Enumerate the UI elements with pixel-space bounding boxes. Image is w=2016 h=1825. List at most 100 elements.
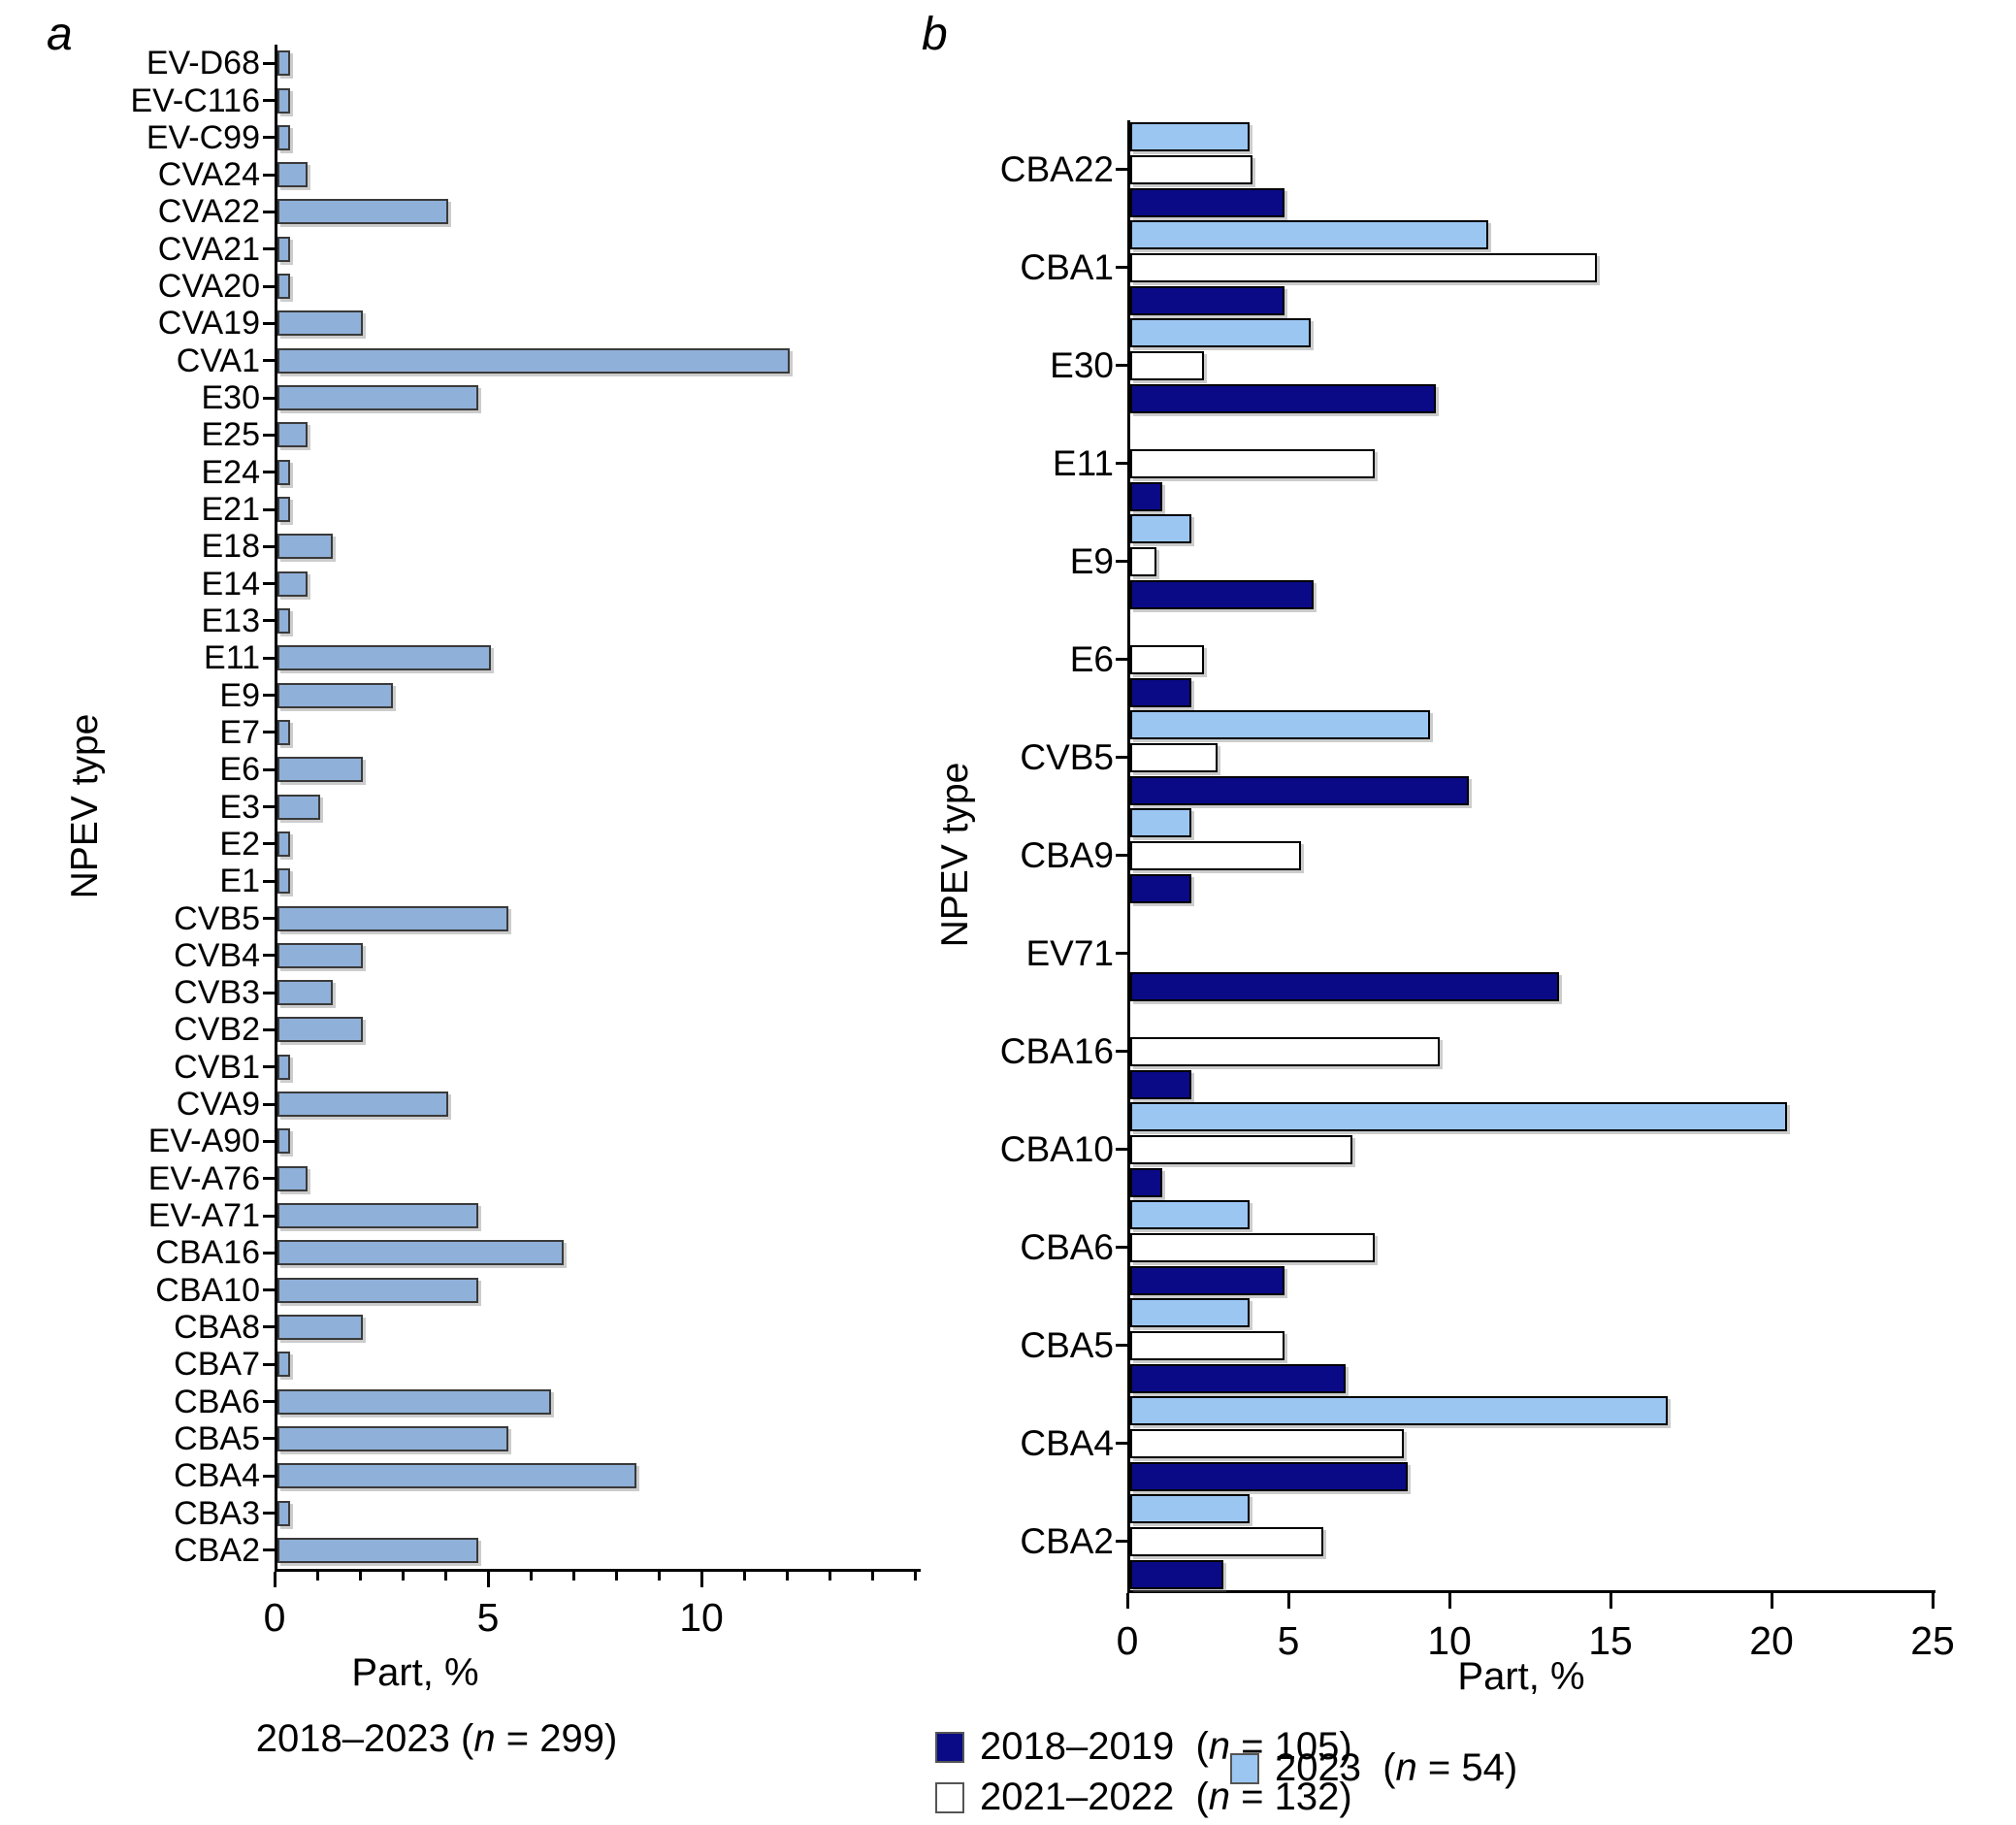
category-label: E21 xyxy=(201,491,261,528)
x-tick xyxy=(443,1572,447,1581)
bar-CBA10 xyxy=(277,1277,478,1303)
bar-EV71-2018–2019 xyxy=(1130,971,1559,1001)
category-label: CBA2 xyxy=(1020,1520,1114,1561)
category-label: CBA9 xyxy=(1020,834,1114,875)
y-tick xyxy=(263,99,275,102)
y-tick xyxy=(263,694,275,697)
bar-E3 xyxy=(277,794,320,820)
bar-E6 xyxy=(277,757,363,783)
y-tick xyxy=(263,1139,275,1143)
bar-CVA20 xyxy=(277,274,291,300)
x-tick-label: 10 xyxy=(679,1595,724,1640)
y-tick xyxy=(263,321,275,325)
category-label: EV-C99 xyxy=(146,118,260,156)
bar-E6-2018–2019 xyxy=(1130,677,1192,707)
category-label: CVA22 xyxy=(157,193,260,231)
bar-CVB5 xyxy=(277,905,508,931)
bar-EV-D68 xyxy=(277,50,291,77)
x-tick xyxy=(358,1572,362,1581)
y-tick xyxy=(263,173,275,177)
category-label: CVA20 xyxy=(157,268,260,306)
category-label: E25 xyxy=(201,416,261,454)
y-tick xyxy=(1116,1148,1127,1151)
category-label: EV-A71 xyxy=(147,1197,260,1234)
bar-E9 xyxy=(277,682,393,708)
x-tick xyxy=(828,1572,831,1581)
bar-CVB3 xyxy=(277,980,334,1006)
category-label: E11 xyxy=(1052,442,1114,483)
bar-E11 xyxy=(277,645,491,671)
category-label: E30 xyxy=(201,379,261,416)
y-tick xyxy=(263,136,275,140)
bar-E11-2021–2022 xyxy=(1130,448,1376,478)
category-label: E9 xyxy=(1069,540,1114,581)
category-label: CBA8 xyxy=(174,1308,260,1346)
bar-CBA8 xyxy=(277,1314,363,1340)
category-label: EV-A90 xyxy=(147,1123,260,1160)
y-tick xyxy=(263,1102,275,1106)
x-tick-label: 15 xyxy=(1588,1618,1633,1663)
bar-CBA16-2018–2019 xyxy=(1130,1069,1192,1099)
bar-CBA9-2021–2022 xyxy=(1130,840,1301,870)
bar-CBA4-2021–2022 xyxy=(1130,1428,1405,1458)
bar-CBA4 xyxy=(277,1463,636,1489)
category-label: CBA5 xyxy=(174,1419,260,1457)
category-label: CBA6 xyxy=(174,1383,260,1420)
category-label: E6 xyxy=(219,751,260,789)
bar-CVA22 xyxy=(277,199,448,225)
bar-E30-2018–2019 xyxy=(1130,383,1437,413)
bar-E9-2021–2022 xyxy=(1130,546,1156,576)
x-tick xyxy=(571,1572,575,1581)
y-tick xyxy=(1116,1344,1127,1347)
y-tick xyxy=(263,1437,275,1441)
y-tick xyxy=(263,544,275,548)
y-tick xyxy=(263,917,275,920)
y-tick xyxy=(1116,854,1127,857)
bar-E30 xyxy=(277,385,478,410)
x-tick-label: 5 xyxy=(1277,1618,1300,1663)
y-tick xyxy=(1116,658,1127,661)
category-label: E1 xyxy=(219,863,260,900)
x-tick-label: 5 xyxy=(476,1595,500,1640)
x-tick xyxy=(1286,1593,1290,1609)
x-axis-line xyxy=(275,1569,921,1572)
category-label: CVA19 xyxy=(157,305,260,342)
x-tick-label: 10 xyxy=(1427,1618,1472,1663)
category-label: E11 xyxy=(204,639,260,677)
x-tick-label: 0 xyxy=(263,1595,286,1640)
panel-a-subtitle: 2018–2023 (n = 299) xyxy=(255,1717,618,1760)
y-tick xyxy=(263,731,275,734)
x-tick xyxy=(1931,1593,1935,1609)
x-tick xyxy=(273,1572,276,1587)
y-tick xyxy=(263,247,275,251)
bar-EV-A90 xyxy=(277,1128,291,1155)
y-axis-line xyxy=(275,45,277,1572)
x-tick xyxy=(529,1572,533,1581)
bar-CVA19 xyxy=(277,310,363,337)
category-label: CVA9 xyxy=(176,1086,260,1123)
y-tick xyxy=(263,1474,275,1478)
bar-CBA9-2018–2019 xyxy=(1130,873,1192,903)
y-tick xyxy=(263,1288,275,1292)
x-tick xyxy=(1125,1593,1129,1609)
x-tick xyxy=(486,1572,490,1587)
category-label: CBA3 xyxy=(174,1494,260,1532)
panel-a-subtitle-n: 299 xyxy=(539,1717,604,1760)
category-label: CBA10 xyxy=(155,1271,260,1309)
category-label: CBA5 xyxy=(1020,1324,1114,1365)
x-tick-label: 0 xyxy=(1116,1618,1139,1663)
bar-EV-C99 xyxy=(277,124,291,150)
bar-CBA16 xyxy=(277,1240,564,1266)
category-label: CBA4 xyxy=(174,1457,260,1495)
bar-CVA24 xyxy=(277,162,308,188)
category-label: CBA6 xyxy=(1020,1226,1114,1267)
category-label: E9 xyxy=(219,676,260,714)
bar-CBA4-2018–2019 xyxy=(1130,1461,1408,1491)
bar-CBA7 xyxy=(277,1352,291,1378)
panel-a-letter: a xyxy=(47,9,73,60)
category-label: EV-C116 xyxy=(130,81,260,119)
x-tick xyxy=(401,1572,405,1581)
x-tick xyxy=(699,1572,703,1587)
y-tick xyxy=(263,359,275,363)
